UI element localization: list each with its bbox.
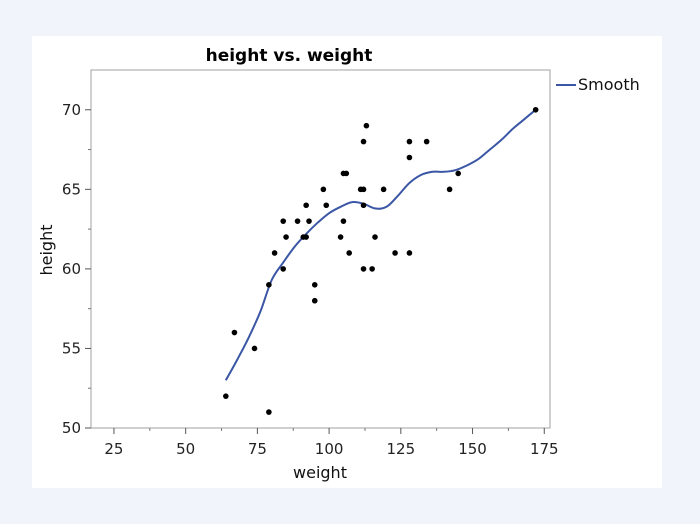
y-tick-label: 65: [62, 180, 81, 198]
data-point: [360, 186, 367, 193]
data-point: [406, 138, 413, 145]
data-point: [283, 234, 289, 240]
legend: Smooth: [556, 75, 640, 94]
chart-title: height vs. weight: [206, 46, 373, 66]
data-point: [446, 186, 453, 193]
x-tick-label: 175: [530, 440, 559, 458]
x-tick-label: 75: [248, 440, 267, 458]
data-point: [303, 234, 309, 240]
data-point: [369, 266, 375, 272]
x-tick-label: 25: [104, 440, 123, 458]
data-point: [271, 250, 278, 256]
data-point: [323, 202, 330, 209]
y-axis-title: height: [37, 225, 56, 276]
data-point: [406, 250, 413, 256]
y-tick-label: 50: [62, 419, 81, 437]
data-point: [346, 250, 352, 256]
chart-panel: [32, 36, 662, 488]
data-point: [343, 170, 350, 177]
x-tick-label: 125: [387, 440, 416, 458]
data-point: [311, 282, 318, 288]
data-point: [360, 202, 367, 209]
x-axis-title: weight: [293, 463, 347, 482]
smooth-line: [224, 109, 537, 381]
data-point: [306, 218, 312, 224]
data-point: [455, 170, 462, 177]
data-point: [423, 138, 430, 145]
data-point: [223, 393, 229, 399]
data-point: [337, 234, 344, 240]
data-point: [380, 186, 387, 193]
y-axis: 50 55 60 65 70: [62, 101, 91, 437]
y-tick-label: 55: [62, 339, 81, 357]
data-point: [251, 345, 258, 352]
data-point: [266, 282, 272, 288]
data-point: [280, 266, 287, 272]
legend-smooth-label: Smooth: [578, 75, 640, 94]
data-point: [266, 409, 272, 415]
x-tick-label: 150: [458, 440, 487, 458]
data-point: [311, 297, 318, 304]
data-point: [392, 250, 398, 256]
data-point: [372, 234, 378, 240]
x-axis: 25 50 75 100 125 150 175: [104, 428, 559, 458]
data-point: [340, 218, 347, 224]
data-point: [294, 218, 301, 224]
data-point: [280, 218, 287, 224]
data-point: [363, 122, 370, 129]
data-point: [360, 266, 367, 272]
data-point: [231, 329, 238, 336]
y-tick-label: 70: [62, 101, 81, 119]
x-tick-label: 100: [315, 440, 344, 458]
data-points: [223, 106, 539, 415]
data-point: [303, 202, 309, 209]
x-tick-label: 50: [176, 440, 195, 458]
data-point: [320, 186, 327, 193]
y-tick-label: 60: [62, 260, 81, 278]
data-point: [406, 154, 413, 161]
data-point: [360, 138, 367, 145]
plot-frame: [90, 69, 551, 429]
data-point: [532, 106, 539, 113]
